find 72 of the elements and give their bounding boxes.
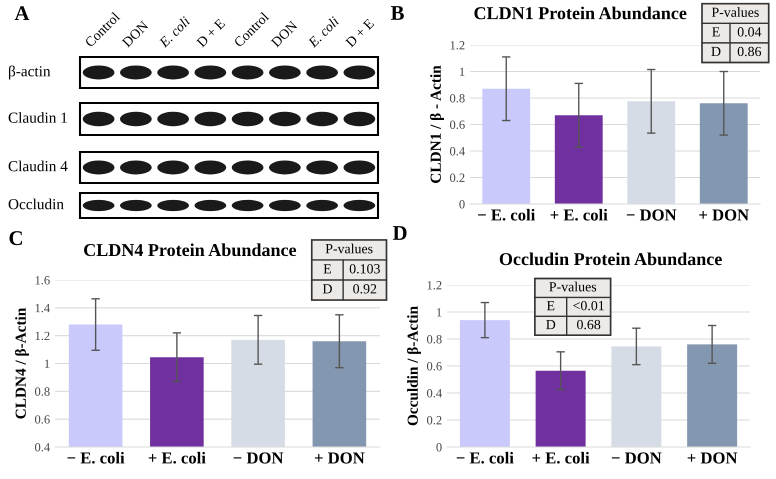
text: P-values <box>712 7 759 17</box>
text: B <box>390 6 404 20</box>
bar <box>554 115 603 204</box>
annotation: 0.86 <box>738 46 762 56</box>
text: Claudin 1 <box>8 112 67 123</box>
text: E <box>324 264 331 274</box>
bar <box>536 370 586 447</box>
bar <box>482 88 530 204</box>
x-tick-label: + E. coli <box>550 208 608 221</box>
x-tick-label: − E. coli <box>67 452 124 464</box>
y-tick-label: 0.2 <box>450 174 464 182</box>
y-tick-label: 0.8 <box>450 94 465 103</box>
chart-title: CLDN1 Protein Abundance <box>474 6 686 20</box>
annotation: 0.92 <box>353 284 376 294</box>
x-tick-label: − DON <box>626 209 676 221</box>
text: Occludin <box>8 198 64 210</box>
text: Claudin 4 <box>8 160 68 172</box>
y-tick-label: 1.2 <box>36 332 50 340</box>
y-tick-label: 0.8 <box>426 335 442 344</box>
annotation: E <box>546 301 554 310</box>
text: P-values <box>326 244 373 254</box>
x-tick-label: + DON <box>699 209 749 221</box>
text: 0.103 <box>350 264 380 274</box>
x-tick-label: − DON <box>234 452 284 464</box>
y-tick-label: 1 <box>460 68 464 76</box>
y-tick-label: 0.2 <box>426 416 442 425</box>
x-tick-label: + DON <box>314 452 365 464</box>
y-axis-title: Occuldin / β-Actin <box>406 306 421 426</box>
text: E. coli <box>158 16 191 48</box>
y-axis-title: CLDN4 / β-Actin <box>14 308 29 419</box>
x-tick-label: + E. coli <box>148 452 206 464</box>
annotation: 0.68 <box>577 320 600 330</box>
x-tick-label: − E. coli <box>478 208 536 221</box>
text: D <box>392 226 407 240</box>
annotation: D <box>322 284 332 294</box>
text: D + E <box>345 18 374 48</box>
y-tick-label: 0.4 <box>450 147 465 156</box>
annotation: P-values <box>549 282 596 292</box>
y-tick-label: 0.4 <box>426 389 442 398</box>
y-tick-label: 0 <box>436 443 442 452</box>
y-tick-label: 0.6 <box>450 120 465 130</box>
y-tick-label: 0.6 <box>34 415 50 424</box>
x-tick-label: + DON <box>688 452 738 464</box>
text: C <box>9 231 22 246</box>
y-tick-label: 1.2 <box>450 41 464 50</box>
y-tick-label: 0.6 <box>426 362 442 371</box>
text: β-actin <box>8 65 50 80</box>
bar <box>700 103 748 204</box>
annotation: <0.01 <box>573 300 604 310</box>
y-tick-label: 0.4 <box>34 443 50 452</box>
text: 0.04 <box>738 27 762 37</box>
text: E <box>712 27 720 36</box>
chart-title: Occludin Protein Abundance <box>500 252 722 266</box>
x-tick-label: + E. coli <box>532 452 590 464</box>
x-tick-label: − DON <box>612 452 662 464</box>
y-tick-label: 1 <box>436 308 442 316</box>
text: A <box>14 6 30 20</box>
bar <box>460 320 510 447</box>
y-tick-label: 0 <box>459 200 465 208</box>
text: D + E <box>196 18 226 48</box>
bar <box>687 344 738 447</box>
y-tick-label: 1.6 <box>36 276 50 285</box>
x-tick-label: − E. coli <box>456 452 514 464</box>
y-tick-label: 1.4 <box>36 304 50 312</box>
y-tick-label: 1 <box>44 360 50 368</box>
y-tick-label: 1.2 <box>428 281 442 290</box>
text: E. coli <box>307 16 340 48</box>
chart-title: CLDN4 Protein Abundance <box>84 243 296 256</box>
y-axis-title: CLDN1 / β - Actin <box>430 66 444 183</box>
annotation: D <box>711 46 720 56</box>
annotation: D <box>546 320 556 330</box>
y-tick-label: 0.8 <box>34 387 50 396</box>
